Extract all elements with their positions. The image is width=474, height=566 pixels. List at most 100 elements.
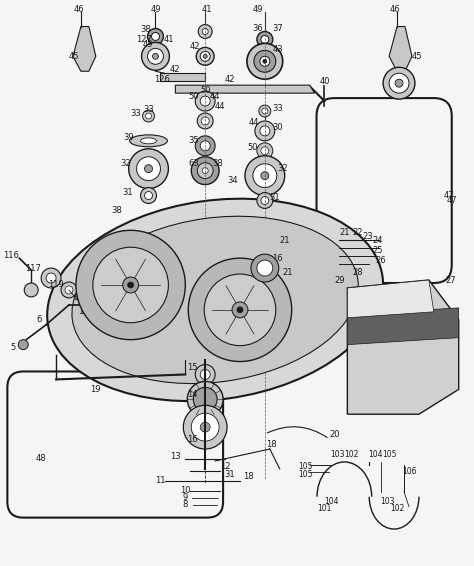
Text: 31: 31: [225, 470, 236, 479]
Circle shape: [197, 162, 213, 179]
Text: 39: 39: [123, 134, 134, 143]
Circle shape: [191, 413, 219, 441]
Text: 3: 3: [73, 293, 79, 302]
Text: 1: 1: [108, 241, 113, 250]
Circle shape: [202, 28, 208, 35]
Text: 42: 42: [190, 42, 201, 51]
Text: 105: 105: [298, 462, 313, 471]
Text: 45: 45: [69, 52, 79, 61]
Text: 24: 24: [372, 236, 383, 245]
Text: 6: 6: [36, 315, 42, 324]
Text: 49: 49: [150, 5, 161, 14]
Polygon shape: [73, 27, 96, 71]
Circle shape: [259, 105, 271, 117]
Text: 23: 23: [362, 231, 373, 241]
Text: 13: 13: [170, 452, 181, 461]
Text: 18: 18: [266, 440, 277, 448]
Text: 35: 35: [188, 136, 199, 145]
Ellipse shape: [129, 135, 167, 147]
Text: 32: 32: [120, 159, 131, 168]
Text: 63: 63: [188, 159, 199, 168]
Circle shape: [195, 136, 215, 156]
Text: 42: 42: [225, 75, 235, 84]
Polygon shape: [389, 27, 412, 71]
Circle shape: [383, 67, 415, 99]
Circle shape: [251, 254, 279, 282]
Text: 16: 16: [187, 435, 198, 444]
Circle shape: [123, 277, 138, 293]
Circle shape: [237, 307, 243, 313]
Text: 102: 102: [390, 504, 404, 513]
Text: 105: 105: [298, 470, 313, 479]
Circle shape: [195, 365, 215, 384]
Text: 49: 49: [142, 40, 153, 49]
Text: 41: 41: [202, 5, 212, 14]
Text: 50: 50: [200, 85, 210, 95]
Text: 48: 48: [36, 454, 46, 464]
Polygon shape: [347, 280, 459, 414]
Text: 25: 25: [372, 246, 383, 255]
Text: 118: 118: [78, 307, 94, 316]
Text: 126: 126: [155, 75, 170, 84]
Text: 46: 46: [390, 5, 401, 14]
Text: 21: 21: [339, 228, 350, 237]
Text: 44: 44: [249, 118, 259, 127]
Text: 117: 117: [25, 264, 41, 273]
Text: 42: 42: [170, 65, 181, 74]
Circle shape: [61, 282, 77, 298]
Circle shape: [200, 141, 210, 151]
Circle shape: [145, 165, 153, 173]
Circle shape: [143, 110, 155, 122]
Text: 46: 46: [73, 5, 84, 14]
Circle shape: [389, 73, 409, 93]
Text: 38: 38: [213, 159, 223, 168]
Text: 14: 14: [187, 390, 198, 399]
Ellipse shape: [72, 216, 358, 384]
Circle shape: [24, 283, 38, 297]
Text: 103: 103: [330, 451, 345, 460]
Text: 22: 22: [352, 228, 363, 237]
Circle shape: [200, 370, 210, 379]
Text: 30: 30: [273, 123, 283, 132]
Circle shape: [257, 143, 273, 158]
Text: 27: 27: [446, 276, 456, 285]
Circle shape: [137, 157, 161, 181]
Text: 104: 104: [368, 451, 383, 460]
Text: 104: 104: [324, 497, 339, 506]
Circle shape: [260, 57, 270, 66]
Circle shape: [254, 50, 276, 72]
Circle shape: [200, 52, 210, 61]
Circle shape: [146, 113, 152, 119]
Circle shape: [191, 157, 219, 185]
Text: 10: 10: [180, 486, 191, 495]
Text: 28: 28: [352, 268, 363, 277]
Circle shape: [196, 48, 214, 65]
Text: 45: 45: [412, 52, 422, 61]
Text: 44: 44: [215, 101, 225, 110]
Circle shape: [232, 302, 248, 318]
Text: 38: 38: [140, 25, 151, 34]
Text: 49: 49: [253, 5, 263, 14]
Text: 44: 44: [210, 92, 220, 101]
Text: 50: 50: [188, 92, 199, 101]
Circle shape: [18, 340, 28, 350]
Text: 102: 102: [344, 451, 358, 460]
Text: 26: 26: [376, 256, 386, 265]
Circle shape: [200, 422, 210, 432]
Polygon shape: [175, 85, 315, 93]
Text: 21: 21: [283, 268, 293, 277]
Circle shape: [260, 126, 270, 136]
Circle shape: [46, 273, 56, 283]
Text: 50: 50: [247, 143, 258, 152]
Text: 32: 32: [277, 164, 288, 173]
Text: 19: 19: [91, 385, 101, 394]
Circle shape: [262, 108, 268, 114]
Text: 16: 16: [273, 254, 283, 263]
Circle shape: [183, 405, 227, 449]
Circle shape: [76, 230, 185, 340]
Text: 5: 5: [11, 343, 16, 352]
Circle shape: [187, 381, 223, 417]
Circle shape: [261, 196, 269, 204]
Text: 36: 36: [253, 24, 263, 33]
Text: 47: 47: [444, 191, 454, 200]
